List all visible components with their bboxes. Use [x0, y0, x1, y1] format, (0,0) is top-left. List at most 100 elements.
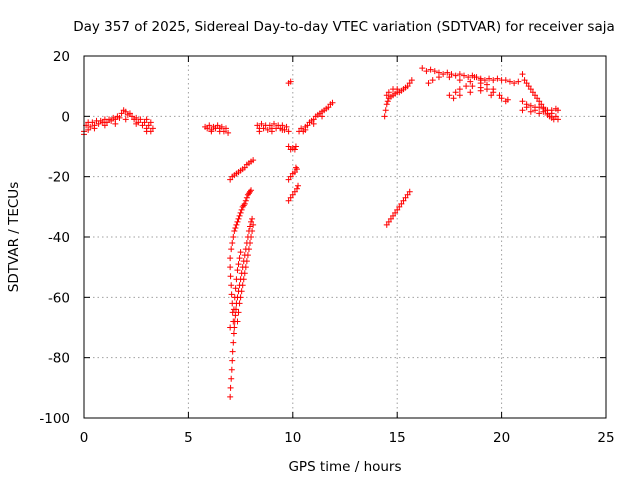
data-point — [419, 65, 426, 72]
series-11 — [296, 99, 336, 135]
data-point — [264, 126, 271, 133]
data-point — [228, 282, 235, 289]
data-point — [248, 234, 255, 240]
data-point — [404, 83, 411, 90]
data-point — [461, 72, 468, 79]
data-point — [227, 255, 234, 262]
data-point — [406, 188, 413, 195]
data-point — [254, 122, 261, 129]
series-14 — [419, 65, 522, 105]
data-point — [208, 128, 215, 135]
data-point — [304, 122, 311, 129]
data-point — [250, 157, 257, 164]
data-point — [243, 258, 250, 265]
data-point — [133, 114, 140, 121]
data-point — [471, 74, 478, 81]
data-point — [227, 384, 234, 391]
data-point — [222, 125, 229, 132]
data-point — [529, 89, 536, 96]
data-point — [467, 89, 474, 96]
data-point — [95, 120, 102, 127]
data-point — [523, 80, 530, 87]
y-tick-label: -80 — [48, 351, 70, 367]
data-point — [310, 120, 317, 127]
data-point — [137, 116, 144, 123]
data-point — [477, 77, 484, 84]
data-point — [394, 206, 401, 213]
data-point — [291, 146, 298, 153]
series-3 — [227, 157, 257, 183]
data-point — [243, 194, 250, 201]
data-point — [448, 71, 455, 78]
data-point — [285, 176, 292, 183]
data-point — [285, 143, 292, 150]
data-point — [519, 107, 526, 114]
data-point — [527, 102, 534, 109]
data-point — [408, 77, 415, 84]
x-tick-label: 5 — [184, 430, 193, 446]
data-point — [248, 218, 255, 225]
data-point — [249, 215, 256, 222]
data-point — [214, 122, 221, 129]
data-point — [231, 227, 238, 234]
data-point — [227, 264, 234, 271]
data-point — [279, 126, 286, 133]
series-10 — [285, 182, 302, 204]
data-point — [258, 120, 265, 127]
series-7 — [285, 78, 294, 87]
data-point — [494, 75, 501, 82]
data-point — [404, 191, 411, 198]
data-point — [260, 125, 267, 132]
data-point — [287, 78, 294, 85]
data-point — [293, 185, 300, 192]
data-point — [325, 104, 332, 111]
y-tick-label: -60 — [48, 290, 70, 306]
data-point — [91, 125, 98, 132]
series-12 — [381, 77, 415, 120]
data-point — [133, 120, 140, 127]
data-point — [238, 288, 245, 295]
data-point — [519, 98, 526, 105]
data-point — [118, 110, 125, 117]
data-point — [552, 113, 559, 120]
data-point — [536, 98, 543, 105]
data-point — [229, 357, 236, 364]
data-marks — [81, 65, 561, 400]
data-point — [502, 98, 509, 105]
data-point — [385, 89, 392, 96]
data-point — [141, 119, 148, 126]
data-point — [452, 72, 459, 79]
data-point — [521, 77, 528, 84]
data-point — [139, 122, 146, 129]
data-point — [236, 212, 243, 219]
data-point — [440, 71, 447, 78]
data-point — [232, 224, 239, 231]
data-point — [246, 223, 253, 230]
data-point — [147, 119, 154, 126]
data-point — [390, 212, 397, 219]
grid — [84, 56, 606, 418]
data-point — [534, 95, 541, 102]
data-point — [291, 188, 298, 195]
data-point — [285, 128, 292, 135]
data-point — [233, 221, 240, 228]
data-point — [392, 209, 399, 216]
data-point — [229, 348, 236, 355]
data-point — [406, 80, 413, 87]
y-tick-label: -40 — [48, 230, 70, 246]
data-point — [469, 83, 476, 90]
data-point — [231, 324, 238, 331]
series-13 — [383, 188, 413, 228]
data-point — [425, 80, 432, 87]
data-point — [519, 71, 526, 78]
data-point — [238, 206, 245, 213]
y-axis-label: SDTVAR / TECUs — [6, 182, 22, 292]
data-point — [89, 119, 96, 126]
data-point — [285, 197, 292, 204]
axis-ticks: 0 5 10 15 20 25 -100 -80 -60 -40 -20 0 20 — [39, 49, 614, 446]
x-axis-label: GPS time / hours — [288, 459, 401, 475]
series-1 — [81, 107, 156, 138]
data-point — [429, 77, 436, 84]
data-point — [206, 122, 213, 129]
x-tick-label: 25 — [597, 430, 614, 446]
